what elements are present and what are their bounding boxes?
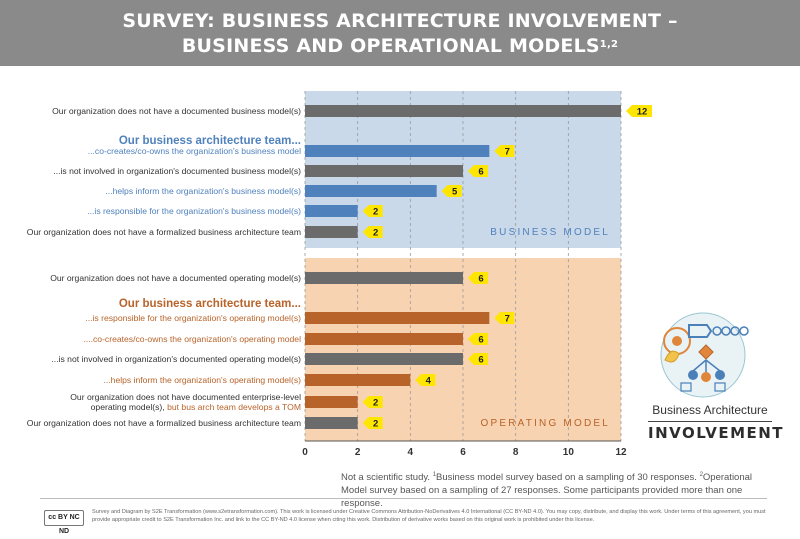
section-name-label: OPERATING MODEL <box>481 418 611 429</box>
bar <box>305 417 358 429</box>
bar-label: ...helps inform the organization's opera… <box>104 375 302 385</box>
bar-label: ....co-creates/co-owns the organization'… <box>83 334 301 344</box>
bar-label: Our organization does not have a documen… <box>50 273 301 283</box>
bar-label: Our organization does not have a formali… <box>27 418 301 428</box>
value-label: 12 <box>637 107 648 118</box>
bar <box>305 353 463 365</box>
value-callout <box>362 205 383 217</box>
value-callout <box>468 165 488 177</box>
footnote-lead: Not a scientific study. <box>341 472 433 484</box>
cc-license-badge[interactable]: cc BY NC ND <box>44 510 84 535</box>
bar-label: ...co-creates/co-owns the organization's… <box>88 146 301 156</box>
value-callout <box>494 312 515 324</box>
legend-word: INVOLVEMENT <box>648 421 783 442</box>
bar <box>305 272 463 284</box>
value-label: 7 <box>505 147 510 158</box>
bar-label: ...helps inform the organization's busin… <box>105 186 301 196</box>
title-line-2-text: BUSINESS AND OPERATIONAL MODELS <box>181 35 600 57</box>
bar <box>305 374 411 386</box>
x-tick-label: 2 <box>355 447 361 458</box>
value-callout <box>494 145 515 157</box>
footer-credits: Survey and Diagram by S2E Transformation… <box>92 509 766 523</box>
bars <box>305 105 621 429</box>
footnote-text-1: Business model survey based on a samplin… <box>436 472 700 484</box>
value-label: 4 <box>426 376 432 387</box>
bar <box>305 333 463 345</box>
bar-label: Our organization does not have a documen… <box>52 106 301 116</box>
x-tick-label: 0 <box>302 447 308 458</box>
value-callout <box>626 105 652 117</box>
value-label: 6 <box>478 167 483 178</box>
bar-label: ...is responsible for the organization's… <box>85 313 301 323</box>
gridlines <box>304 91 622 441</box>
value-label: 2 <box>373 207 378 218</box>
value-callout <box>441 185 462 197</box>
x-tick-label: 10 <box>563 447 575 458</box>
x-axis: 0 2 4 6 8 10 12 <box>302 440 627 458</box>
bar <box>305 145 490 157</box>
footnote-text-2: Operational Model survey based on a samp… <box>341 472 753 510</box>
involvement-logo-icon <box>660 312 749 398</box>
footer-divider <box>40 498 767 499</box>
group-heading: Our business architecture team... <box>119 298 301 310</box>
value-callouts: 12 7 6 5 2 2 6 7 6 6 4 2 2 <box>362 105 652 430</box>
value-callout <box>415 374 436 386</box>
legend-name: Business Architecture <box>652 403 768 417</box>
value-callout <box>362 396 383 408</box>
bar <box>305 105 621 117</box>
footnote: Not a scientific study. 1Business model … <box>341 469 771 510</box>
bar-label: operating model(s), but bus arch team de… <box>91 402 301 412</box>
x-tick-label: 8 <box>513 447 519 458</box>
value-label: 6 <box>478 355 483 366</box>
bar <box>305 185 437 197</box>
value-label: 2 <box>373 228 378 239</box>
x-tick-label: 12 <box>615 447 627 458</box>
title-line-2: BUSINESS AND OPERATIONAL MODELS1,2 <box>0 34 800 59</box>
title-superscript: 1,2 <box>599 39 619 50</box>
footnote-sup-1: 1 <box>432 472 437 478</box>
bar <box>305 205 358 217</box>
bar <box>305 312 490 324</box>
value-label: 6 <box>478 335 483 346</box>
bar <box>305 165 463 177</box>
bar-label: ...is not involved in organization's doc… <box>53 166 301 176</box>
value-label: 6 <box>478 274 483 285</box>
row-labels: BUSINESS MODEL OPERATING MODEL Our organiz… <box>27 106 611 429</box>
bar <box>305 226 358 238</box>
page-title: SURVEY: BUSINESS ARCHITECTURE INVOLVEMEN… <box>0 9 800 59</box>
value-callout <box>362 226 383 238</box>
footnote-sup-2: 2 <box>699 472 703 478</box>
value-label: 7 <box>505 314 510 325</box>
value-callout <box>362 417 383 429</box>
value-callout <box>468 272 488 284</box>
bar-label: ...is not involved in organization's doc… <box>51 354 301 364</box>
x-tick-label: 4 <box>408 447 414 458</box>
bar-label: Our organization does not have documente… <box>70 392 301 402</box>
title-banner: SURVEY: BUSINESS ARCHITECTURE INVOLVEMEN… <box>0 0 800 66</box>
value-callout <box>468 353 488 365</box>
group-heading: Our business architecture team... <box>119 135 301 147</box>
bar-label: ...is responsible for the organization's… <box>87 206 301 216</box>
bar <box>305 396 358 408</box>
value-label: 2 <box>373 398 378 409</box>
value-label: 2 <box>373 419 378 430</box>
title-line-1: SURVEY: BUSINESS ARCHITECTURE INVOLVEMEN… <box>122 10 678 32</box>
value-label: 5 <box>452 187 458 198</box>
bar-label: Our organization does not have a formali… <box>27 227 301 237</box>
section-name-label: BUSINESS MODEL <box>490 227 610 238</box>
value-callout <box>468 333 488 345</box>
x-tick-label: 6 <box>460 447 466 458</box>
